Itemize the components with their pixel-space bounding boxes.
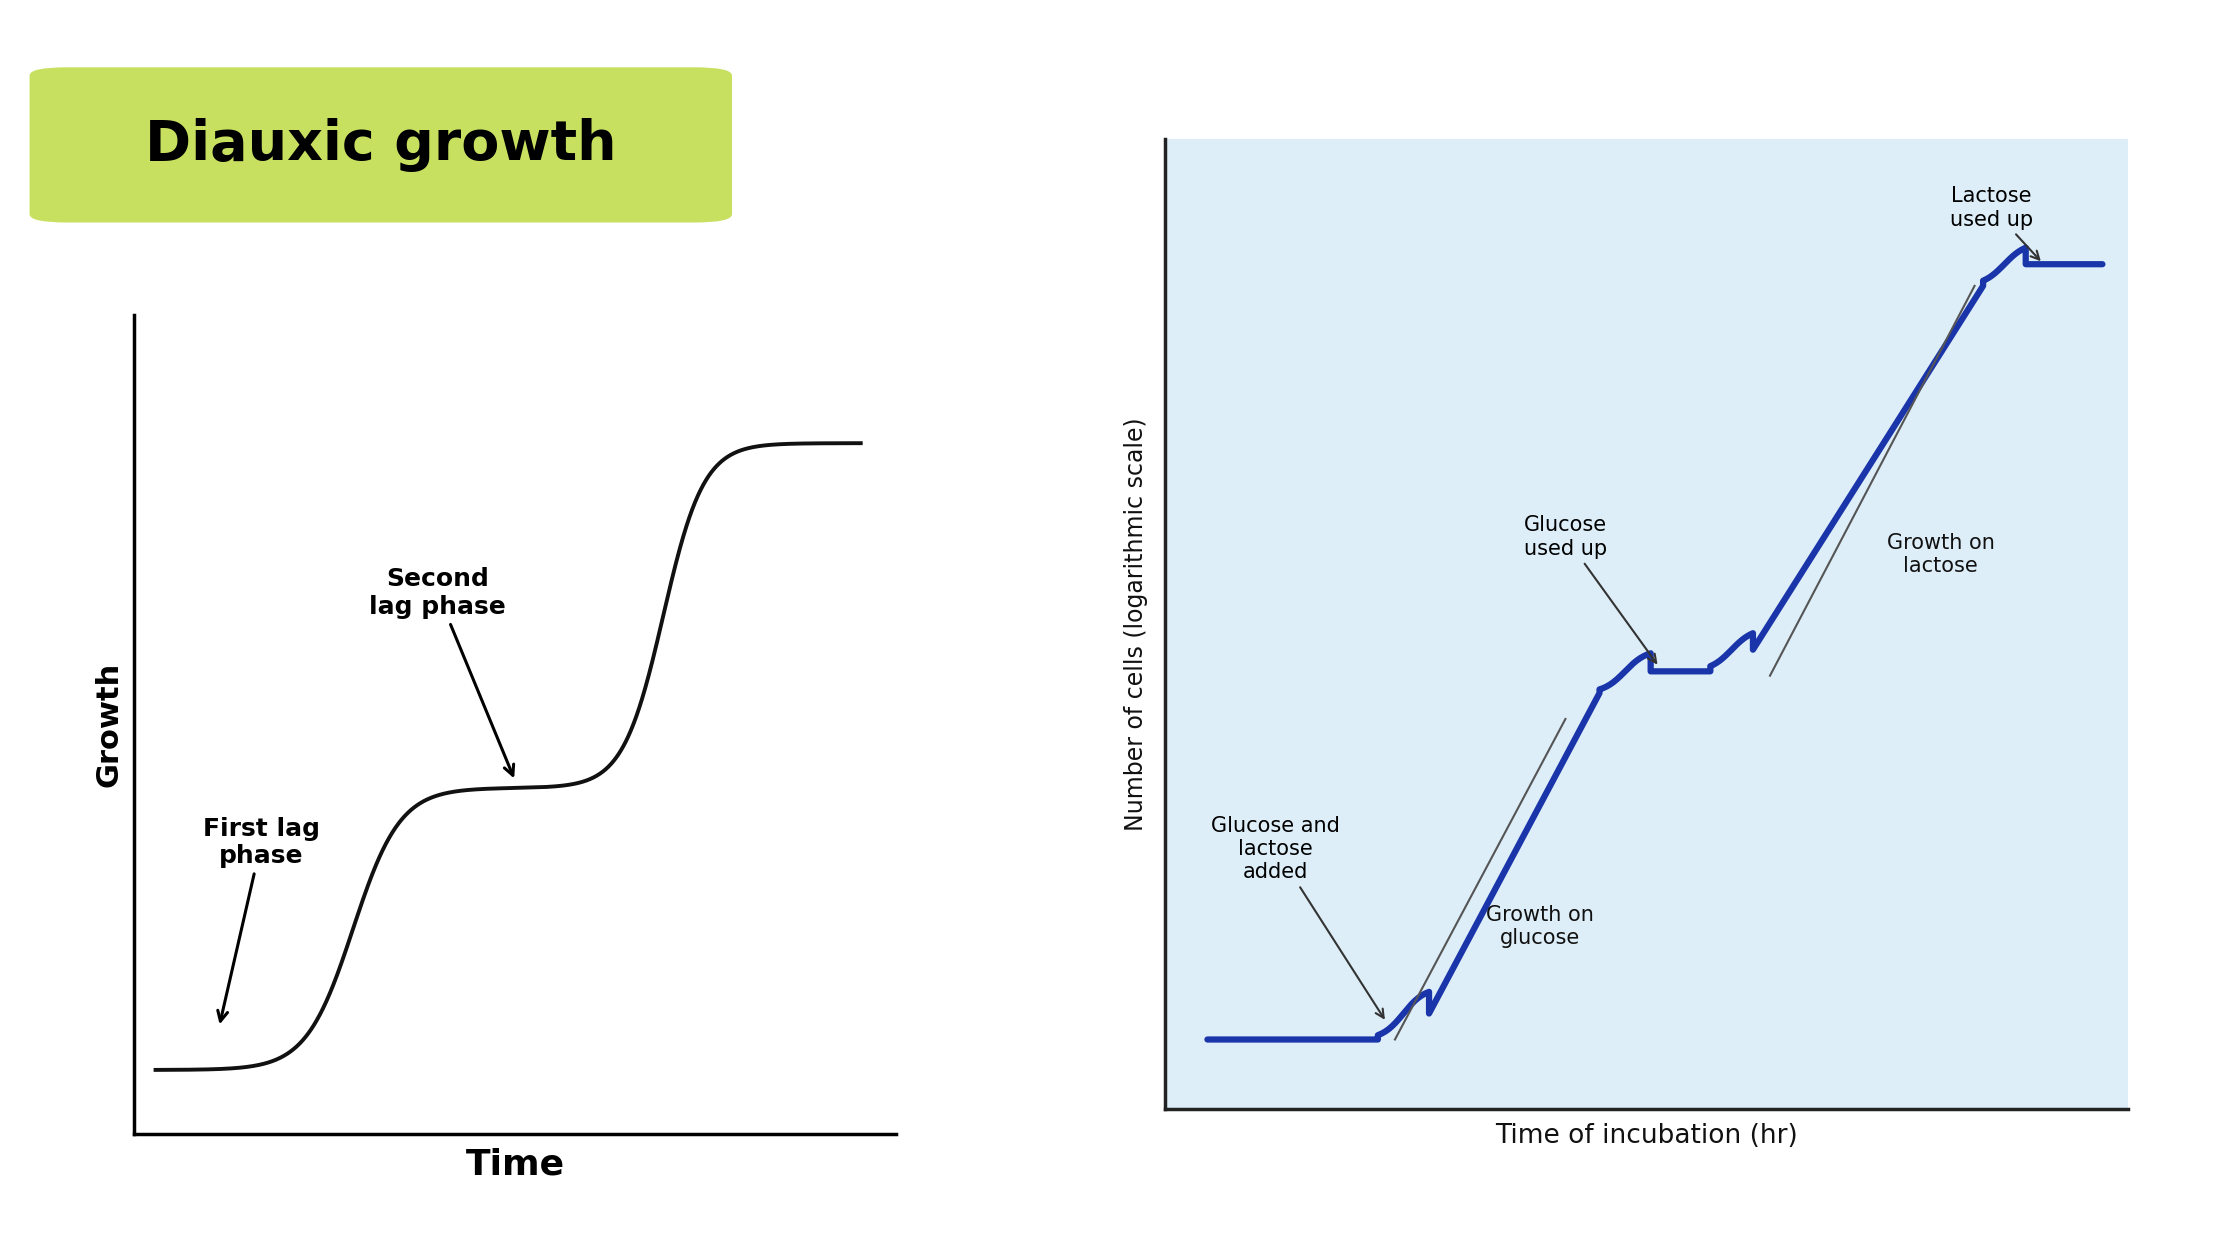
Text: Glucose and
lactose
added: Glucose and lactose added [1212,815,1384,1018]
X-axis label: Time: Time [466,1148,564,1182]
Text: Second
lag phase: Second lag phase [370,567,513,775]
FancyBboxPatch shape [29,67,732,223]
Text: Growth on
glucose: Growth on glucose [1485,905,1595,949]
Y-axis label: Growth: Growth [94,662,123,788]
Text: Growth on
lactose: Growth on lactose [1886,533,1994,576]
Text: Glucose
used up: Glucose used up [1523,515,1655,663]
Text: Lactose
used up: Lactose used up [1951,186,2038,260]
X-axis label: Time of incubation (hr): Time of incubation (hr) [1494,1123,1799,1149]
Text: Diauxic growth: Diauxic growth [146,118,616,171]
Y-axis label: Number of cells (logarithmic scale): Number of cells (logarithmic scale) [1124,417,1149,830]
Text: First lag
phase: First lag phase [204,816,320,1021]
